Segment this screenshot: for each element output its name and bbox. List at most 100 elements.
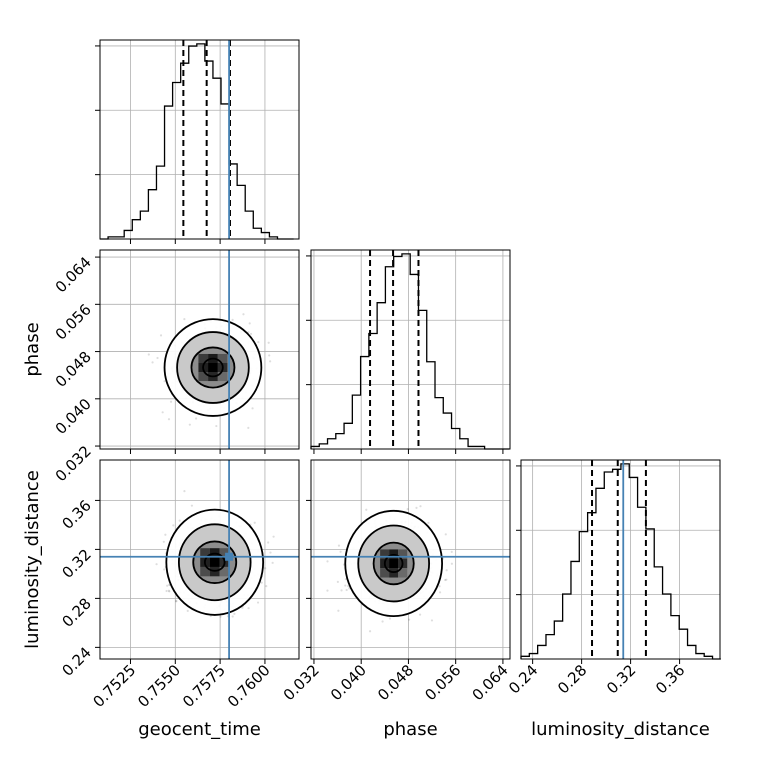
sample-point xyxy=(167,418,171,421)
sample-point xyxy=(415,506,418,509)
sample-point xyxy=(257,341,260,344)
sample-point xyxy=(260,581,263,584)
sample-point xyxy=(269,551,272,554)
sample-point xyxy=(155,563,158,566)
x-tick-label: 0.32 xyxy=(603,661,639,697)
density-block xyxy=(389,558,399,569)
sample-point xyxy=(339,550,342,553)
sample-point xyxy=(267,541,270,544)
contour-line xyxy=(190,346,236,389)
grid-lines xyxy=(311,250,510,449)
panel-geocent_time-vs-luminosity_distance xyxy=(100,460,299,659)
sample-point xyxy=(175,600,178,603)
contour-line xyxy=(202,357,224,378)
panel-phase-vs-luminosity_distance xyxy=(311,505,510,633)
panel-frame xyxy=(99,39,300,240)
sample-point xyxy=(430,619,434,622)
sample-point xyxy=(419,505,422,508)
density-block xyxy=(209,557,220,567)
sample-point xyxy=(368,630,372,633)
y-tick-label: 0.28 xyxy=(58,594,94,630)
histogram-geocent_time xyxy=(100,43,294,240)
sample-point xyxy=(233,612,236,615)
x-tick-label: 0.7575 xyxy=(179,661,229,711)
contour-line xyxy=(177,523,252,602)
sample-point xyxy=(215,424,218,428)
density-block xyxy=(198,372,209,382)
panel-frame xyxy=(310,459,511,660)
contour-line xyxy=(357,524,431,603)
sample-point xyxy=(249,332,253,336)
density-block xyxy=(208,362,218,373)
sample-point xyxy=(164,533,167,536)
contour-line xyxy=(192,540,238,584)
sample-point xyxy=(450,562,454,565)
sample-point xyxy=(178,519,181,522)
contour-line xyxy=(372,541,415,586)
sample-point xyxy=(444,578,447,582)
sample-point xyxy=(345,588,348,592)
density-block xyxy=(200,548,210,558)
sample-point xyxy=(272,535,275,538)
sample-point xyxy=(242,313,245,316)
density-block xyxy=(198,353,209,363)
x-tick-label: 0.048 xyxy=(374,661,417,704)
sample-point xyxy=(445,578,448,581)
sample-point xyxy=(326,560,329,563)
panel-geocent_time-vs-phase xyxy=(147,250,272,449)
sample-point xyxy=(186,609,189,613)
sample-point xyxy=(445,569,448,572)
grid-lines xyxy=(100,40,299,239)
x-axis-label-luminosity_distance: luminosity_distance xyxy=(531,719,710,740)
sample-point xyxy=(161,411,164,414)
sample-point xyxy=(165,589,168,593)
y-tick-label: 0.36 xyxy=(58,497,94,533)
truth-marker xyxy=(225,552,234,561)
density-block xyxy=(219,548,230,558)
sample-point xyxy=(256,601,260,604)
sample-point xyxy=(408,618,411,621)
sample-point xyxy=(418,613,422,616)
sample-point xyxy=(248,322,251,325)
sample-point xyxy=(271,561,274,564)
panel-frame xyxy=(520,459,721,660)
sample-point xyxy=(267,341,270,344)
x-tick-label: 0.064 xyxy=(469,661,512,704)
sample-point xyxy=(337,609,340,612)
sample-point xyxy=(388,617,392,620)
sample-point xyxy=(264,567,267,570)
density-block xyxy=(380,568,390,578)
sample-point xyxy=(163,380,166,383)
sample-point xyxy=(167,589,170,592)
sample-point xyxy=(241,606,244,609)
y-tick-label: 0.24 xyxy=(58,643,94,679)
sample-point xyxy=(166,584,169,587)
sample-point xyxy=(326,589,329,592)
x-tick-label: 0.36 xyxy=(652,661,688,697)
sample-point xyxy=(190,504,194,507)
contour-line xyxy=(165,508,265,616)
contour-line xyxy=(163,318,263,417)
histogram-luminosity_distance xyxy=(520,463,721,660)
sample-point xyxy=(151,361,154,364)
y-tick-label: 0.056 xyxy=(52,300,95,343)
sample-point xyxy=(168,590,171,593)
density-block xyxy=(398,568,408,578)
x-tick-label: 0.032 xyxy=(280,661,323,704)
sample-point xyxy=(381,620,384,623)
x-tick-label: 0.28 xyxy=(554,661,590,697)
sample-point xyxy=(231,318,234,321)
sample-point xyxy=(406,508,409,511)
x-tick-label: 0.040 xyxy=(327,661,370,704)
x-tick-label: 0.056 xyxy=(421,661,464,704)
sample-point xyxy=(162,540,165,543)
sample-point xyxy=(175,599,178,602)
histogram-phase xyxy=(310,253,510,450)
sample-point xyxy=(247,607,250,610)
density-block xyxy=(200,566,210,577)
sample-point xyxy=(340,589,343,592)
sample-point xyxy=(172,524,175,527)
sample-point xyxy=(247,426,250,429)
sample-point xyxy=(268,354,271,357)
sample-point xyxy=(251,407,254,410)
